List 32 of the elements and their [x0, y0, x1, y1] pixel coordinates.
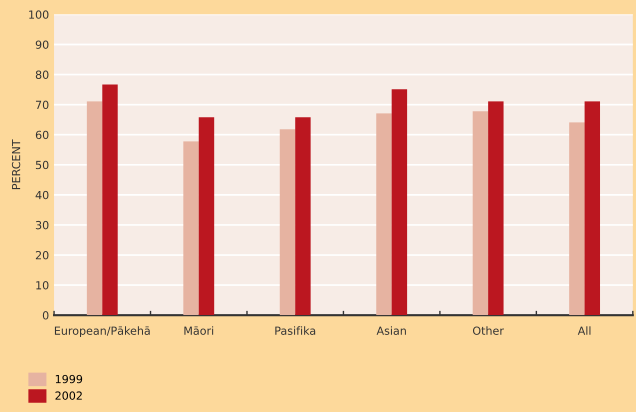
bar [392, 89, 408, 316]
bar [584, 101, 600, 316]
y-tick-label: 10 [36, 281, 48, 290]
y-tick-label: 90 [36, 40, 48, 49]
y-tick-label: 30 [36, 220, 48, 230]
x-tick-label: All [578, 326, 590, 335]
y-tick-label: 60 [36, 130, 48, 140]
bar [86, 101, 102, 316]
x-tick-label: Pasifika [275, 326, 316, 335]
y-tick-label: 50 [36, 160, 48, 170]
y-tick-label: 0 [42, 311, 48, 320]
bar [376, 113, 392, 316]
x-tick-label: Māori [184, 326, 214, 335]
bar [198, 117, 214, 316]
bar [102, 84, 118, 316]
legend-label: 1999 [56, 374, 82, 384]
y-tick-label: 80 [36, 70, 48, 79]
bar [472, 111, 488, 316]
bar [488, 101, 504, 316]
bar [280, 129, 296, 316]
x-tick-label: Other [472, 326, 504, 335]
y-tick-label: 40 [36, 190, 48, 200]
legend-label: 2002 [55, 391, 82, 400]
y-axis-title: PERCENT [12, 139, 20, 190]
y-tick-label: 100 [29, 10, 48, 19]
bar [569, 122, 585, 316]
x-tick-label: Asian [376, 326, 406, 335]
bar [183, 141, 199, 316]
y-tick-label: 20 [36, 251, 48, 260]
bar [295, 117, 311, 316]
y-tick-label: 70 [36, 100, 48, 110]
x-tick-label: European/Pākehā [54, 326, 150, 338]
